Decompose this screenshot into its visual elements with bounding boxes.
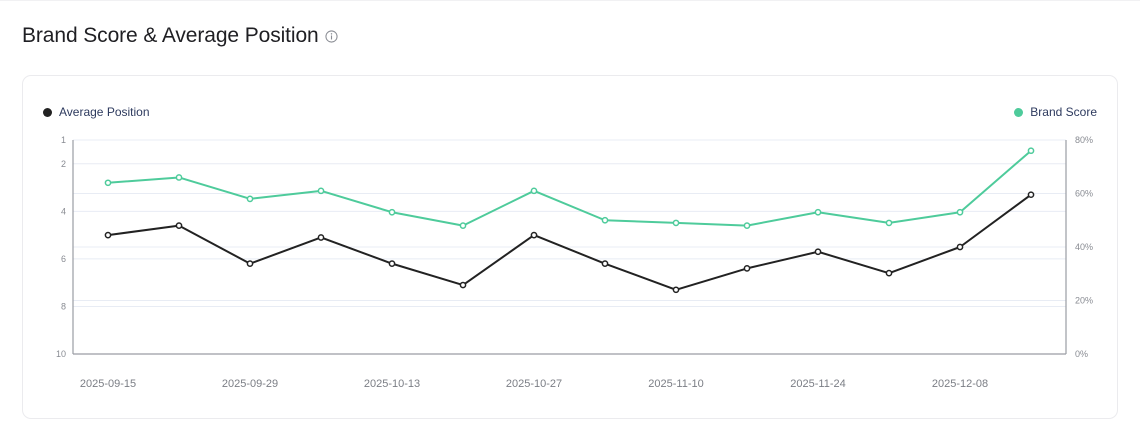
- right-axis-tick: 40%: [1075, 242, 1093, 252]
- x-axis-tick: 2025-09-15: [80, 378, 136, 390]
- title-row: Brand Score & Average Position: [22, 24, 338, 48]
- data-point[interactable]: [317, 187, 325, 195]
- data-point[interactable]: [601, 260, 609, 267]
- right-axis-tick: 20%: [1075, 296, 1093, 306]
- data-point[interactable]: [814, 248, 822, 256]
- data-point[interactable]: [104, 231, 112, 239]
- data-point[interactable]: [175, 222, 183, 229]
- legend-label: Brand Score: [1030, 105, 1097, 119]
- data-point[interactable]: [672, 286, 680, 294]
- data-point[interactable]: [104, 179, 112, 187]
- legend-label: Average Position: [59, 105, 150, 119]
- left-axis-tick: 8: [61, 301, 66, 311]
- right-axis-tick: 80%: [1075, 135, 1093, 145]
- data-point[interactable]: [601, 216, 609, 224]
- x-axis-tick: 2025-10-27: [506, 378, 562, 390]
- x-axis-tick: 2025-10-13: [364, 378, 420, 390]
- data-point[interactable]: [388, 208, 396, 216]
- data-point[interactable]: [956, 208, 964, 216]
- left-axis-tick: 10: [56, 349, 66, 359]
- legend-brand-score[interactable]: Brand Score: [1014, 105, 1097, 119]
- series-line-average-position: [107, 193, 1032, 291]
- x-axis-tick: 2025-12-08: [932, 378, 988, 390]
- left-axis-tick: 1: [61, 135, 66, 145]
- right-axis-tick: 0%: [1075, 349, 1088, 359]
- data-point[interactable]: [672, 219, 680, 227]
- legend-average-position[interactable]: Average Position: [43, 105, 150, 119]
- data-point[interactable]: [885, 219, 893, 227]
- data-point[interactable]: [956, 243, 964, 251]
- data-point[interactable]: [814, 208, 822, 216]
- x-axis-tick: 2025-09-29: [222, 378, 278, 390]
- x-axis-tick: 2025-11-24: [790, 378, 845, 390]
- data-point[interactable]: [530, 187, 538, 195]
- x-axis-tick: 2025-11-10: [648, 378, 703, 390]
- data-point[interactable]: [459, 222, 467, 229]
- data-point[interactable]: [388, 260, 396, 267]
- data-point[interactable]: [885, 269, 893, 277]
- data-point[interactable]: [1027, 191, 1035, 199]
- legend-dot-icon: [1014, 107, 1024, 117]
- data-point[interactable]: [530, 231, 538, 239]
- data-point[interactable]: [743, 265, 751, 272]
- left-axis-tick: 4: [61, 206, 66, 216]
- series-line-brand-score: [107, 149, 1032, 227]
- left-axis-tick: 2: [61, 159, 66, 169]
- data-point[interactable]: [246, 260, 254, 267]
- left-axis-tick: 6: [61, 254, 66, 264]
- top-divider: [0, 0, 1140, 1]
- data-point[interactable]: [246, 195, 254, 203]
- right-axis-tick: 60%: [1075, 189, 1093, 199]
- data-point[interactable]: [317, 234, 325, 241]
- data-point[interactable]: [743, 222, 751, 229]
- page-title: Brand Score & Average Position: [22, 24, 319, 47]
- legend-dot-icon: [43, 107, 52, 117]
- data-point[interactable]: [459, 281, 467, 289]
- data-point[interactable]: [175, 174, 183, 181]
- data-point[interactable]: [1027, 147, 1035, 155]
- info-circle-icon[interactable]: [325, 29, 338, 43]
